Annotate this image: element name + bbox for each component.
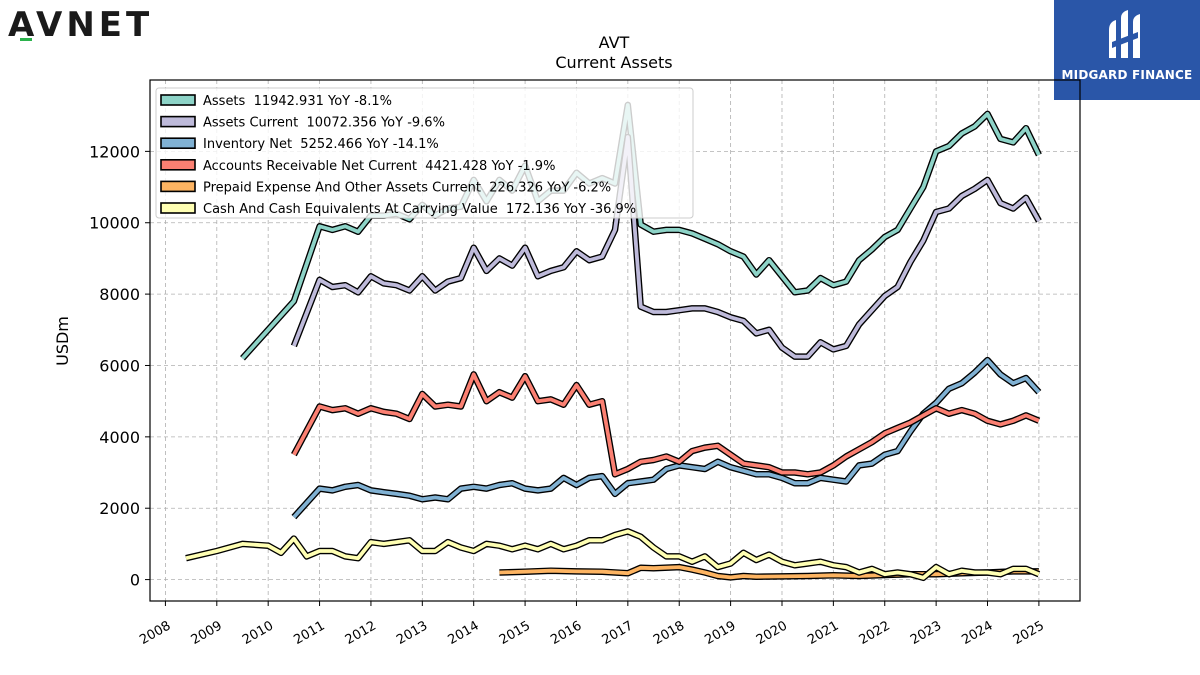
series-line bbox=[185, 529, 1040, 580]
legend: Assets 11942.931 YoY -8.1% Assets Current… bbox=[155, 87, 694, 219]
legend-entry: Prepaid Expense And Other Assets Current… bbox=[203, 180, 611, 195]
y-tick-label: 4000 bbox=[99, 428, 140, 447]
y-tick-label: 8000 bbox=[99, 285, 140, 304]
x-tick-label: 2015 bbox=[497, 618, 533, 648]
x-tick-label: 2009 bbox=[189, 618, 225, 648]
plot-frame bbox=[149, 79, 1081, 602]
legend-swatch bbox=[160, 202, 196, 214]
avnet-logo: AVNET bbox=[6, 4, 196, 45]
legend-swatch bbox=[160, 94, 196, 106]
x-tick-label: 2025 bbox=[1011, 618, 1047, 648]
legend-swatch bbox=[160, 115, 196, 128]
series-line bbox=[292, 358, 1041, 519]
x-tick-label: 2013 bbox=[394, 618, 430, 648]
x-tick-label: 2011 bbox=[291, 618, 327, 648]
midgard-finance-text: MIDGARD FINANCE bbox=[1061, 68, 1193, 82]
y-tick-label: 10000 bbox=[89, 214, 140, 233]
x-tick-label: 2020 bbox=[754, 618, 790, 648]
midgard-emblem-icon bbox=[1109, 10, 1140, 58]
x-tick-label: 2023 bbox=[908, 618, 944, 648]
x-tick-label: 2016 bbox=[548, 618, 584, 648]
series-line bbox=[292, 372, 1040, 477]
avnet-logo-mark: AVNET bbox=[8, 5, 149, 45]
legend-swatch bbox=[160, 159, 196, 171]
legend-entry: Cash And Cash Equivalents At Carrying Va… bbox=[203, 202, 636, 217]
chart-subtitle: Current Assets bbox=[555, 53, 672, 72]
y-axis-label: USDm bbox=[53, 316, 72, 366]
x-tick-label: 2021 bbox=[805, 618, 841, 648]
x-tick-label: 2024 bbox=[959, 618, 995, 648]
chart-title: AVT bbox=[599, 33, 630, 52]
legend-swatch bbox=[160, 137, 196, 149]
legend-box bbox=[155, 87, 694, 219]
legend-entry: Assets 11942.931 YoY -8.1% bbox=[203, 94, 392, 109]
x-tick-label: 2014 bbox=[446, 618, 482, 648]
x-tick-label: 2008 bbox=[137, 618, 173, 648]
y-tick-label: 6000 bbox=[99, 356, 140, 375]
series-outline bbox=[291, 371, 1041, 478]
x-tick-label: 2022 bbox=[857, 618, 893, 648]
y-tick-label: 2000 bbox=[99, 499, 140, 518]
series-line bbox=[292, 135, 1041, 359]
legend-entry: Accounts Receivable Net Current 4421.428… bbox=[203, 159, 555, 174]
midgard-finance-logo: MIDGARD FINANCE bbox=[1054, 0, 1200, 100]
legend-swatch bbox=[160, 180, 196, 193]
x-axis-ticks: 2008 2009 2010 2011 2012 2013 2014 2015 2016 2017… bbox=[137, 601, 1047, 648]
y-tick-label: 0 bbox=[130, 571, 140, 590]
x-tick-label: 2017 bbox=[600, 618, 636, 648]
x-tick-label: 2019 bbox=[702, 618, 738, 648]
legend-entry: Assets Current 10072.356 YoY -9.6% bbox=[203, 116, 445, 131]
y-axis-ticks: 0 2000 4000 6000 8000 10000 12000 bbox=[89, 142, 150, 590]
y-tick-label: 12000 bbox=[89, 142, 140, 161]
x-tick-label: 2018 bbox=[651, 618, 687, 648]
legend-entry: Inventory Net 5252.466 YoY -14.1% bbox=[203, 137, 439, 152]
x-tick-label: 2012 bbox=[343, 618, 379, 648]
x-tick-label: 2010 bbox=[240, 618, 276, 648]
avnet-accent-bar bbox=[20, 38, 32, 41]
